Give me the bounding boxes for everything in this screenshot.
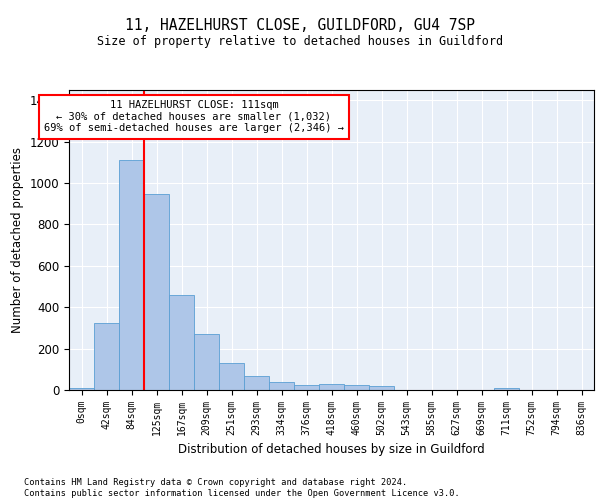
Bar bbox=[269, 382, 294, 390]
Bar bbox=[69, 388, 94, 390]
Bar bbox=[244, 376, 269, 390]
Bar bbox=[494, 388, 519, 390]
Bar bbox=[344, 385, 369, 390]
Bar bbox=[369, 386, 394, 390]
Bar bbox=[144, 194, 169, 390]
Bar bbox=[219, 363, 244, 390]
Bar bbox=[169, 295, 194, 390]
Bar bbox=[94, 323, 119, 390]
Y-axis label: Number of detached properties: Number of detached properties bbox=[11, 147, 24, 333]
Text: 11, HAZELHURST CLOSE, GUILDFORD, GU4 7SP: 11, HAZELHURST CLOSE, GUILDFORD, GU4 7SP bbox=[125, 18, 475, 32]
Bar bbox=[319, 384, 344, 390]
Text: Contains HM Land Registry data © Crown copyright and database right 2024.
Contai: Contains HM Land Registry data © Crown c… bbox=[24, 478, 460, 498]
Bar bbox=[194, 334, 219, 390]
Bar bbox=[119, 160, 144, 390]
Text: 11 HAZELHURST CLOSE: 111sqm
← 30% of detached houses are smaller (1,032)
69% of : 11 HAZELHURST CLOSE: 111sqm ← 30% of det… bbox=[44, 100, 344, 134]
Text: Size of property relative to detached houses in Guildford: Size of property relative to detached ho… bbox=[97, 35, 503, 48]
Bar bbox=[294, 385, 319, 390]
X-axis label: Distribution of detached houses by size in Guildford: Distribution of detached houses by size … bbox=[178, 444, 485, 456]
